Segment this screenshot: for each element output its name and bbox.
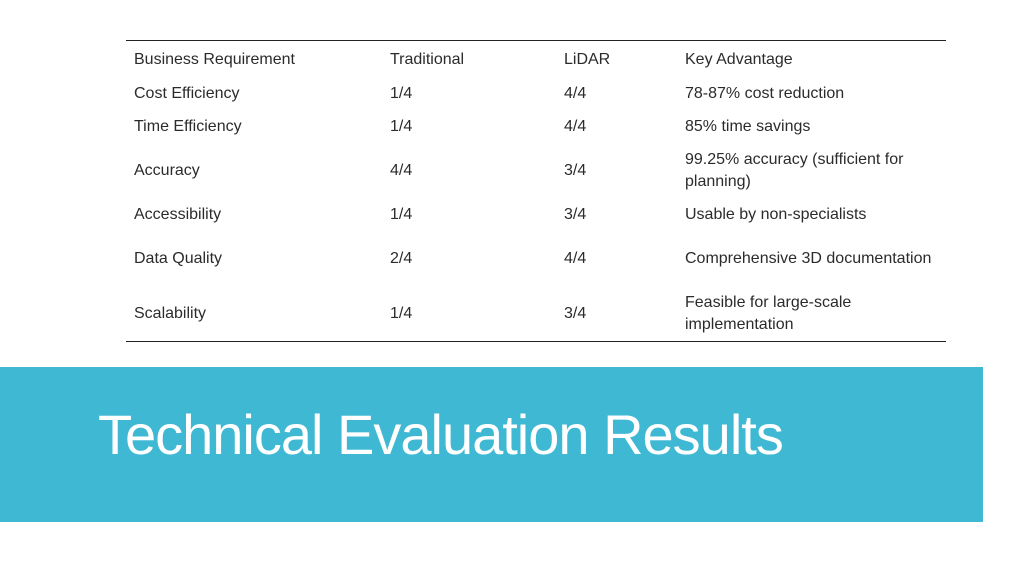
cell-traditional: 4/4 [390,161,413,179]
cell-requirement: Data Quality [134,249,223,267]
cell-requirement: Cost Efficiency [134,84,240,102]
header-business-requirement: Business Requirement [134,51,295,68]
table-row: Cost Efficiency 1/4 4/4 78-87% cost redu… [126,77,946,110]
header-traditional: Traditional [390,51,465,68]
title-banner [0,367,983,522]
table-header-row: Business Requirement Traditional LiDAR K… [126,41,946,78]
cell-traditional: 1/4 [390,205,413,223]
cell-requirement: Time Efficiency [134,117,242,135]
cell-requirement: Accessibility [134,205,222,223]
cell-lidar: 4/4 [564,249,587,267]
table-row: Accessibility 1/4 3/4 Usable by non-spec… [126,198,946,231]
cell-requirement: Accuracy [134,161,200,179]
table-row: Accuracy 4/4 3/4 99.25% accuracy (suffic… [126,143,946,198]
cell-lidar: 4/4 [564,84,587,102]
comparison-table: Business Requirement Traditional LiDAR K… [126,40,946,342]
header-lidar: LiDAR [564,51,611,68]
cell-advantage: 78-87% cost reduction [685,84,845,102]
cell-lidar: 4/4 [564,117,587,135]
header-key-advantage: Key Advantage [685,51,793,68]
cell-advantage: 99.25% accuracy (sufficient for planning… [685,150,904,190]
table-row: Scalability 1/4 3/4 Feasible for large-s… [126,286,946,342]
cell-advantage: Feasible for large-scale implementation [685,293,852,333]
cell-lidar: 3/4 [564,304,587,322]
cell-requirement: Scalability [134,304,207,322]
cell-traditional: 1/4 [390,304,413,322]
cell-traditional: 2/4 [390,249,413,267]
cell-lidar: 3/4 [564,205,587,223]
cell-lidar: 3/4 [564,161,587,179]
comparison-table-container: Business Requirement Traditional LiDAR K… [126,40,946,342]
table-row: Data Quality 2/4 4/4 Comprehensive 3D do… [126,231,946,286]
slide-title: Technical Evaluation Results [98,403,784,466]
table-row: Time Efficiency 1/4 4/4 85% time savings [126,110,946,143]
cell-traditional: 1/4 [390,84,413,102]
cell-traditional: 1/4 [390,117,413,135]
cell-advantage: Comprehensive 3D documentation [685,249,932,267]
cell-advantage: 85% time savings [685,117,811,135]
cell-advantage: Usable by non-specialists [685,205,867,223]
